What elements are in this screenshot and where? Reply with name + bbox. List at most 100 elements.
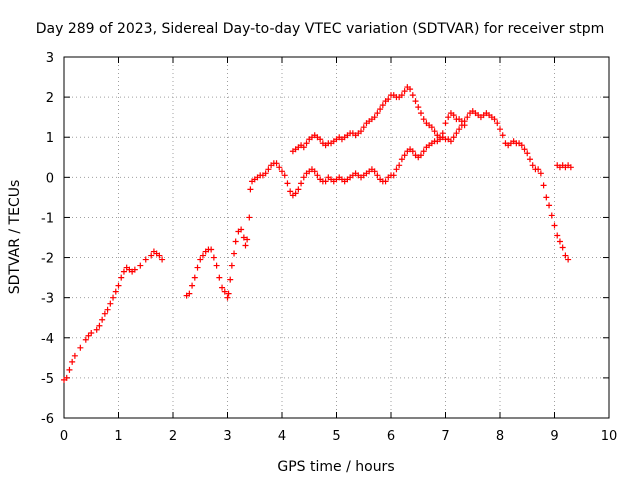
data-point	[497, 126, 503, 133]
data-point	[265, 166, 272, 173]
data-point	[104, 306, 111, 313]
data-point	[71, 352, 78, 359]
axis-tick-labels: 0 1 2 3 4 5 6 7 8 9 10 -6 -5 -4 -3 -2 -1 0 1 2 3	[41, 51, 617, 444]
plot-frame	[63, 56, 610, 419]
y-tick-label: 2	[46, 91, 54, 106]
x-tick-label: 7	[441, 429, 449, 444]
data-point	[562, 252, 569, 259]
x-tick-label: 8	[496, 429, 504, 444]
data-point	[393, 166, 400, 173]
data-point	[189, 282, 196, 289]
data-point	[303, 140, 310, 147]
data-point	[107, 300, 114, 307]
data-point	[551, 222, 558, 229]
y-tick-label: -6	[41, 412, 54, 427]
data-point	[279, 168, 285, 175]
data-point	[142, 256, 149, 263]
data-point	[246, 214, 253, 221]
data-point	[540, 182, 547, 189]
data-point	[445, 114, 452, 121]
y-tick-label: 3	[46, 51, 54, 66]
data-point	[450, 112, 457, 119]
data-point	[401, 88, 408, 95]
data-point	[238, 226, 245, 233]
data-point	[93, 326, 100, 333]
data-point	[210, 254, 217, 261]
data-point	[409, 148, 416, 155]
data-point	[358, 128, 365, 135]
x-tick-label: 4	[278, 429, 286, 444]
data-point	[529, 162, 536, 169]
data-point	[390, 172, 397, 179]
data-point	[240, 234, 247, 241]
data-point	[225, 290, 232, 297]
data-point	[262, 170, 269, 177]
data-point	[559, 244, 566, 251]
data-point	[197, 256, 204, 263]
data-point	[101, 310, 108, 317]
data-point	[82, 336, 89, 343]
x-tick-label: 10	[601, 429, 618, 444]
y-tick-label: -2	[41, 252, 54, 267]
data-point	[360, 124, 367, 131]
segment-4	[554, 162, 574, 171]
data-point	[77, 344, 84, 351]
data-points	[61, 84, 574, 383]
segment-2	[183, 108, 572, 301]
data-point	[518, 142, 525, 149]
data-point	[295, 186, 302, 193]
data-point	[208, 246, 215, 253]
x-tick-label: 6	[387, 429, 395, 444]
data-point	[379, 102, 386, 109]
data-point	[194, 264, 201, 271]
data-point	[401, 152, 408, 159]
data-point	[415, 104, 422, 111]
data-point	[556, 238, 563, 245]
data-point	[131, 266, 138, 273]
data-point	[317, 136, 324, 143]
x-tick-label: 5	[332, 429, 340, 444]
data-point	[213, 262, 220, 269]
grid	[64, 57, 609, 418]
data-point	[199, 252, 206, 259]
x-tick-label: 3	[223, 429, 231, 444]
data-point	[417, 152, 424, 159]
data-point	[396, 162, 403, 169]
y-tick-label: -4	[41, 332, 54, 347]
y-tick-label: -3	[41, 292, 54, 307]
data-point	[385, 96, 392, 103]
data-point	[281, 172, 288, 179]
data-point	[88, 329, 95, 336]
data-point	[216, 274, 223, 281]
x-axis-label: GPS time / hours	[277, 459, 394, 475]
data-point	[273, 160, 280, 167]
data-point	[292, 190, 299, 197]
data-point	[548, 212, 555, 219]
data-point	[247, 186, 254, 193]
data-point	[112, 288, 119, 295]
data-point	[398, 156, 405, 163]
data-point	[450, 134, 457, 141]
data-point	[420, 116, 427, 123]
data-point	[374, 110, 381, 117]
data-point	[371, 114, 378, 121]
data-point	[439, 130, 446, 137]
y-tick-label: -1	[41, 211, 54, 226]
data-point	[431, 128, 438, 135]
data-point	[85, 332, 92, 339]
data-point	[537, 170, 544, 177]
data-point	[159, 256, 166, 263]
data-point	[148, 252, 155, 259]
y-axis-label: SDTVAR / TECUs	[7, 180, 23, 295]
data-point	[276, 164, 283, 171]
data-point	[244, 236, 251, 243]
data-point	[371, 168, 378, 175]
x-tick-label: 2	[169, 429, 177, 444]
data-point	[227, 276, 234, 283]
data-point	[412, 98, 419, 105]
data-point	[221, 288, 228, 295]
data-point	[298, 180, 305, 187]
data-point	[228, 262, 235, 269]
data-point	[458, 118, 465, 125]
data-point	[115, 282, 122, 289]
